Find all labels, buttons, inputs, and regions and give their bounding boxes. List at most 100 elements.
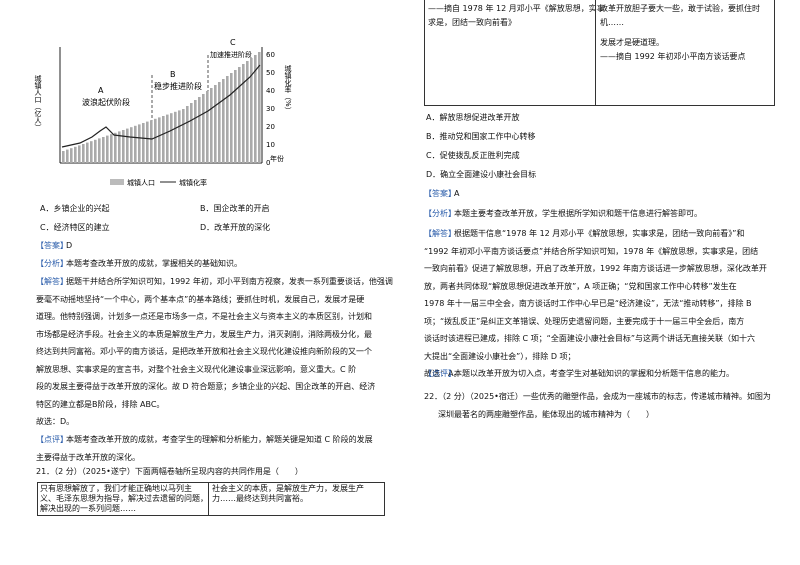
comment: 主要得益于改革开放的深化。 (36, 452, 140, 462)
answer-label: 【答案】 (36, 241, 68, 250)
bar-decor (214, 85, 217, 163)
bar-decor (134, 125, 137, 163)
legend-entry: 城镇人口 (127, 178, 155, 187)
bar-decor (94, 139, 97, 163)
bar-decor (86, 142, 89, 163)
bar-decor (242, 64, 245, 163)
bar-decor (62, 151, 65, 163)
solution: 1978 年十一届三中全会，南方谈话时工作中心早已是“经济建设”，无法“推动转移… (424, 299, 752, 308)
solution: 市场都是经济手段。社会主义的本质是解放生产力，发展生产力，消灭剥削，消除两极分化… (36, 329, 372, 339)
figure: A 波浪起伏阶段 B 稳步推进阶段 C 加速推进阶段 城镇人口（亿人） 城镇化率… (30, 35, 300, 195)
bar-decor (78, 145, 81, 163)
scroll-text: 解决出现的一系列问题…… (40, 504, 136, 513)
option: B．国企改革的开启 (200, 204, 270, 213)
question-stem: 21．（2 分）（2025•遂宁）下面两幅卷轴所呈现内容的共同作用是（ ） (36, 467, 303, 476)
stage-label: A (98, 86, 104, 95)
scroll-left (37, 482, 209, 516)
bar-decor (82, 144, 85, 163)
bar-decor (98, 138, 101, 163)
bar-decor (138, 124, 141, 163)
bar-decor (230, 73, 233, 163)
bar-decor (218, 82, 221, 163)
solution: 项；“拨乱反正”是纠正文革错误、处理历史遗留问题，主要完成于十一届三中全会后，南… (424, 316, 745, 326)
option: A．解放思想促进改革开放 (426, 113, 520, 122)
question-stem: 深圳最著名的两座雕塑作品，能体现出的城市精神为（ ） (438, 410, 654, 419)
bar-decor (190, 103, 193, 163)
bar-decor (222, 79, 225, 163)
answer: D (66, 241, 73, 250)
bar-decor (74, 146, 77, 163)
y-tick-label: 20 (266, 123, 275, 131)
solution: 故选：A。 (424, 369, 462, 378)
scroll-text: ——摘自 1978 年 12 月邓小平《解放思想，实事 (428, 4, 605, 13)
option: C．经济特区的建立 (40, 223, 110, 232)
bar-decor (114, 132, 117, 163)
y-tick-label: 0 (266, 159, 270, 167)
scroll-right-cont (595, 0, 775, 106)
solution: 要毫不动摇地坚持“一个中心，两个基本点”的基本路线；要抓住时机，发展自己，发展才… (36, 294, 365, 304)
bar-decor (90, 141, 93, 163)
bar-decor (70, 148, 73, 163)
y-tick-label: 10 (266, 141, 275, 149)
stage-name: 稳步推进阶段 (154, 81, 202, 91)
bar-decor (226, 76, 229, 163)
comment: 本题考查改革开放的成就，考查学生的理解和分析能力，解题关键是知道 C 阶段的发展 (66, 435, 373, 444)
answer-label: 【答案】 (424, 189, 456, 198)
stage-label: C (230, 38, 236, 47)
bar-decor (198, 97, 201, 163)
bar-decor (150, 120, 153, 163)
scroll-left-cont (424, 0, 596, 106)
bar-decor (234, 70, 237, 163)
analysis: 本题考查改革开放的成就，掌握相关的基础知识。 (66, 259, 242, 268)
scroll-text: 改革开放胆子要大一些，敢于试验，要抓住时 (600, 4, 760, 13)
bar-decor (146, 121, 149, 163)
bar-decor (162, 116, 165, 163)
solution: 根据题干信息“1978 年 12 月邓小平《解放思想，实事求是，团结一致向前看》… (454, 229, 745, 238)
bar-decor (202, 94, 205, 163)
solution-label: 【解答】 (424, 229, 456, 238)
solution: “1992 年初邓小平南方谈话要点”并结合所学知识可知，1978 年《解放思想，… (424, 246, 759, 256)
bar-decor (166, 114, 169, 163)
bar-decor (170, 113, 173, 163)
bar-decor (110, 134, 113, 163)
option: C．促使拨乱反正胜利完成 (426, 151, 520, 160)
y-axis-title: 城镇人口（亿人） (34, 75, 42, 131)
solution: 据题干并结合所学知识可知，1992 年初，邓小平到南方视察，发表一系列重要谈话，… (66, 277, 393, 286)
solution: 放，两者共同体现“解放思想促进改革开放”，A 项正确；“党和国家工作中心转移”发… (424, 281, 737, 291)
scroll-text: 义、毛泽东思想为指导，解决过去遗留的问题， (40, 494, 208, 503)
x-axis-title: 年份 (270, 154, 284, 163)
bar-decor (66, 149, 69, 163)
scroll-text: 力……最终达到共同富裕。 (212, 494, 308, 503)
option: B．推动党和国家工作中心转移 (426, 132, 536, 141)
scroll-text: ——摘自 1992 年初邓小平南方谈话要点 (600, 52, 746, 61)
solution-label: 【解答】 (36, 277, 68, 286)
question-stem: 22．（2 分）（2025•宿迁）一些优秀的雕塑作品，会成为一座城市的标志，传递… (424, 392, 771, 401)
bar-decor (250, 58, 253, 163)
option: D．确立全面建设小康社会目标 (426, 170, 537, 179)
bar-decor (126, 128, 129, 163)
analysis-label: 【分析】 (36, 259, 68, 268)
comment-label: 【点评】 (36, 435, 68, 444)
solution: 谈话时该进程已建成，排除 C 项；“全面建设小康社会目标”与这两个讲话无直接关联… (424, 334, 755, 343)
bar-decor (102, 137, 105, 163)
scroll-text: 求是，团结一致向前看》 (428, 18, 516, 27)
y-axis-title: 城镇化率（%） (284, 65, 292, 114)
y-tick-label: 60 (266, 51, 275, 59)
legend-swatch (110, 179, 124, 185)
option: D．改革开放的深化 (200, 223, 271, 232)
solution: 一致向前看》促进了解放思想，开启了改革开放，1992 年南方谈话进一步解放思想，… (424, 264, 767, 273)
legend-entry: 城镇化率 (179, 178, 207, 187)
bar-decor (210, 88, 213, 163)
bar-decor (130, 127, 133, 163)
solution: 道理。他特别强调，计划多一点还是市场多一点，不是社会主义与资本主义的本质区别，计… (36, 312, 372, 321)
stage-name: 波浪起伏阶段 (82, 97, 130, 107)
y-tick-label: 40 (266, 87, 275, 95)
scroll-right (208, 482, 385, 516)
bar-decor (206, 91, 209, 163)
option: A．乡镇企业的兴起 (40, 204, 110, 213)
bar-decor (118, 131, 121, 163)
solution: 故选：D。 (36, 417, 75, 426)
bars (62, 52, 261, 163)
y-tick-label: 50 (266, 69, 275, 77)
